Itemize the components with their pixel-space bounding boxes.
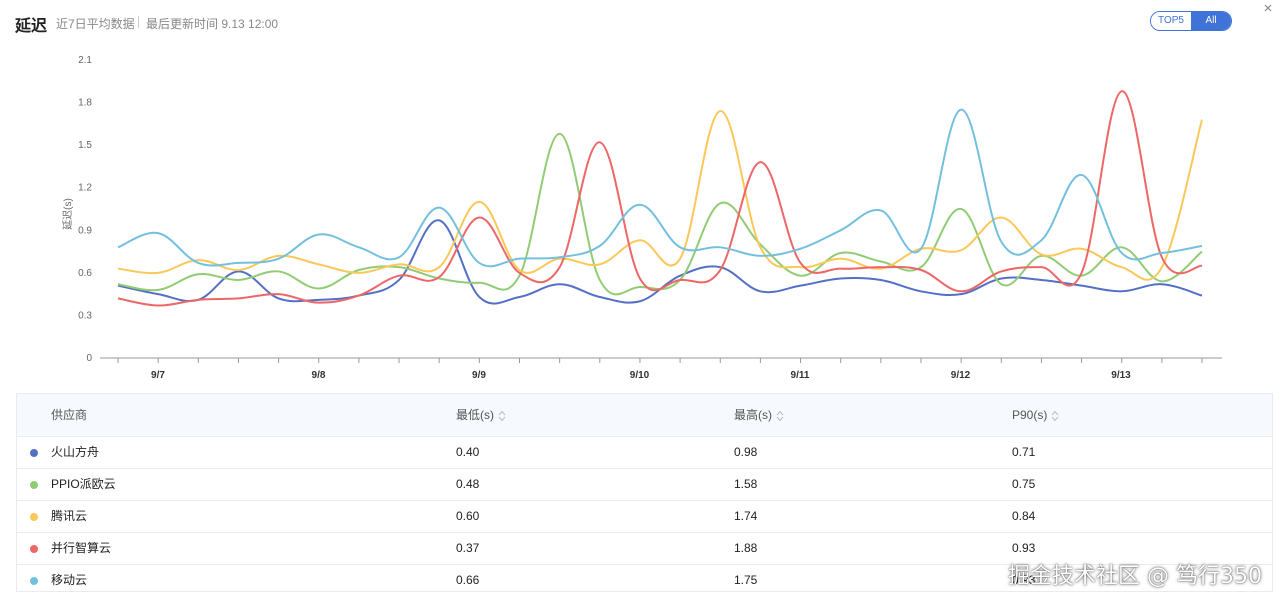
table-row: 并行智算云 0.37 1.88 0.93 — [17, 533, 1272, 565]
y-tick-label: 0 — [86, 353, 92, 364]
provider-name: 火山方舟 — [51, 445, 100, 459]
col-header-max-label: 最高(s) — [734, 408, 772, 422]
min-value: 0.60 — [456, 509, 480, 523]
table-row: PPIO派欧云 0.48 1.58 0.75 — [17, 469, 1272, 501]
x-tick-label: 9/12 — [951, 370, 971, 381]
sort-icon[interactable] — [1051, 410, 1059, 422]
p90-value: 0.93 — [1012, 541, 1036, 555]
chart-series — [117, 90, 1203, 307]
p90-value: 0.93 — [1012, 573, 1036, 587]
series-color-dot — [30, 449, 38, 457]
col-header-p90[interactable]: P90(s) — [1012, 394, 1059, 436]
min-value: 0.66 — [456, 573, 480, 587]
max-value: 1.74 — [734, 509, 758, 523]
series-line-3[interactable] — [117, 90, 1203, 307]
min-value: 0.37 — [456, 541, 480, 555]
watermark: 掘金技术社区 @ 笃行350 — [1008, 564, 1262, 589]
table-row: 移动云 0.66 1.75 0.93 — [17, 565, 1272, 596]
top-all-toggle[interactable]: TOP5 All — [1150, 11, 1232, 31]
y-tick-label: 0.3 — [78, 310, 92, 321]
min-value: 0.40 — [456, 445, 480, 459]
series-color-dot — [30, 545, 38, 553]
max-value: 1.58 — [734, 477, 758, 491]
y-tick-label: 1.5 — [78, 140, 92, 151]
series-line-0[interactable] — [117, 219, 1203, 305]
y-tick-label: 1.8 — [78, 98, 92, 109]
col-header-provider: 供应商 — [51, 408, 88, 422]
series-color-dot — [30, 481, 38, 489]
x-tick-label: 9/8 — [312, 370, 326, 381]
toggle-option-top5[interactable]: TOP5 — [1151, 12, 1191, 30]
latency-line-chart: 0 0.3 0.6 0.9 1.2 1.5 1.8 2.1 9/7 9/8 9/9 9/10 9/11 9… — [61, 55, 1222, 381]
table-header: 供应商 最低(s) 最高(s) P90(s) — [17, 394, 1272, 437]
y-tick-label: 0.6 — [78, 268, 92, 279]
table-row: 腾讯云 0.60 1.74 0.84 — [17, 501, 1272, 533]
series-line-1[interactable] — [117, 132, 1203, 296]
close-icon[interactable] — [1262, 2, 1274, 14]
min-value: 0.48 — [456, 477, 480, 491]
series-line-2[interactable] — [117, 110, 1203, 281]
page-title: 延迟 — [15, 18, 48, 35]
provider-name: PPIO派欧云 — [51, 477, 116, 491]
header-divider — [138, 16, 139, 28]
x-tick-label: 9/7 — [151, 370, 165, 381]
x-tick-label: 9/10 — [630, 370, 650, 381]
p90-value: 0.71 — [1012, 445, 1036, 459]
max-value: 1.75 — [734, 573, 758, 587]
series-color-dot — [30, 513, 38, 521]
col-header-max[interactable]: 最高(s) — [734, 394, 784, 436]
provider-name: 并行智算云 — [51, 541, 112, 555]
provider-name: 移动云 — [51, 573, 88, 587]
toggle-option-all[interactable]: All — [1191, 12, 1231, 30]
y-tick-label: 2.1 — [78, 55, 92, 66]
series-line-4[interactable] — [117, 108, 1203, 268]
subtitle-text: 近7日平均数据 — [56, 17, 135, 31]
series-color-dot — [30, 577, 38, 585]
y-axis-label: 延迟(s) — [61, 198, 74, 230]
p90-value: 0.75 — [1012, 477, 1036, 491]
max-value: 1.88 — [734, 541, 758, 555]
y-tick-label: 0.9 — [78, 225, 92, 236]
sort-icon[interactable] — [776, 410, 784, 422]
x-tick-label: 9/9 — [472, 370, 486, 381]
provider-name: 腾讯云 — [51, 509, 88, 523]
chart-axes: 0 0.3 0.6 0.9 1.2 1.5 1.8 2.1 9/7 9/8 9/9 9/10 9/11 9… — [78, 55, 1222, 381]
sort-icon[interactable] — [498, 410, 506, 422]
table-row: 火山方舟 0.40 0.98 0.71 — [17, 437, 1272, 469]
chart-header: 延迟 近7日平均数据 最后更新时间 9.13 12:00 TOP5 All — [0, 0, 1280, 44]
last-updated-text: 最后更新时间 9.13 12:00 — [146, 17, 279, 31]
x-tick-label: 9/11 — [791, 370, 810, 381]
col-header-min[interactable]: 最低(s) — [456, 394, 506, 436]
provider-table: 供应商 最低(s) 最高(s) P90(s) 火山方舟 0.40 0.98 0.… — [16, 393, 1273, 592]
x-tick-label: 9/13 — [1111, 370, 1131, 381]
p90-value: 0.84 — [1012, 509, 1036, 523]
y-tick-label: 1.2 — [78, 183, 92, 194]
max-value: 0.98 — [734, 445, 758, 459]
col-header-p90-label: P90(s) — [1012, 408, 1048, 422]
col-header-min-label: 最低(s) — [456, 408, 494, 422]
